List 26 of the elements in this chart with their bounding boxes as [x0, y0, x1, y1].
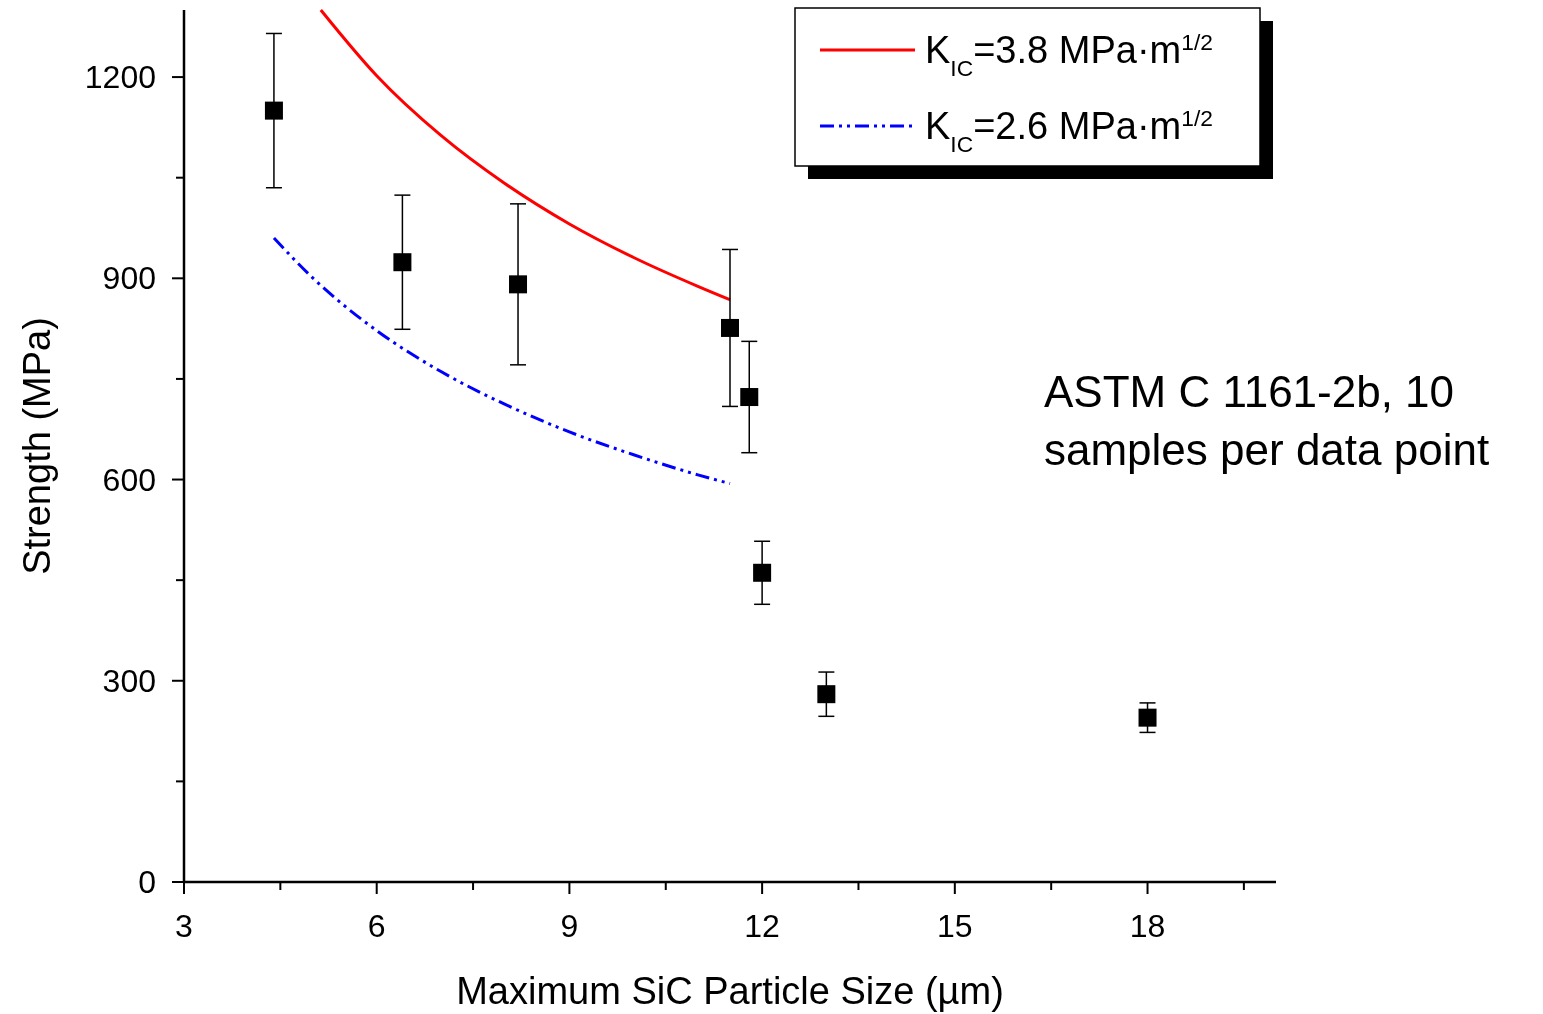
point [509, 275, 528, 294]
x-tick-label: 6 [367, 908, 386, 944]
y-axis-title: Strength (MPa) [16, 317, 58, 575]
x-tick-label: 18 [1129, 908, 1166, 944]
x-tick-label: 12 [744, 908, 780, 944]
line-series [272, 236, 732, 486]
x-tick-label: 9 [560, 908, 579, 944]
point [721, 318, 739, 337]
x-axis-title: Maximum SiC Particle Size (µm) [456, 970, 1004, 1012]
y-tick-label: 1200 [84, 59, 156, 96]
y-tick-label: 300 [102, 662, 156, 699]
point [753, 563, 772, 582]
point [393, 253, 412, 272]
legend-label: K$_{IC}$=3.8 MPa·m$^{1/2}$ [925, 29, 1213, 81]
y-tick-label: 900 [102, 260, 156, 297]
line-series [319, 8, 732, 302]
point [740, 388, 759, 407]
legend-label: K$_{IC}$=2.6 MPa·m$^{1/2}$ [925, 105, 1213, 157]
y-tick-label: 0 [138, 864, 156, 900]
annotation: ASTM C 1161-2b, 10 samples per data point [1044, 367, 1490, 474]
point [264, 101, 283, 120]
x-tick-label: 15 [937, 908, 973, 944]
point [1138, 708, 1157, 727]
y-tick-label: 600 [102, 461, 156, 498]
x-tick-label: 3 [175, 908, 193, 944]
point [817, 685, 836, 704]
